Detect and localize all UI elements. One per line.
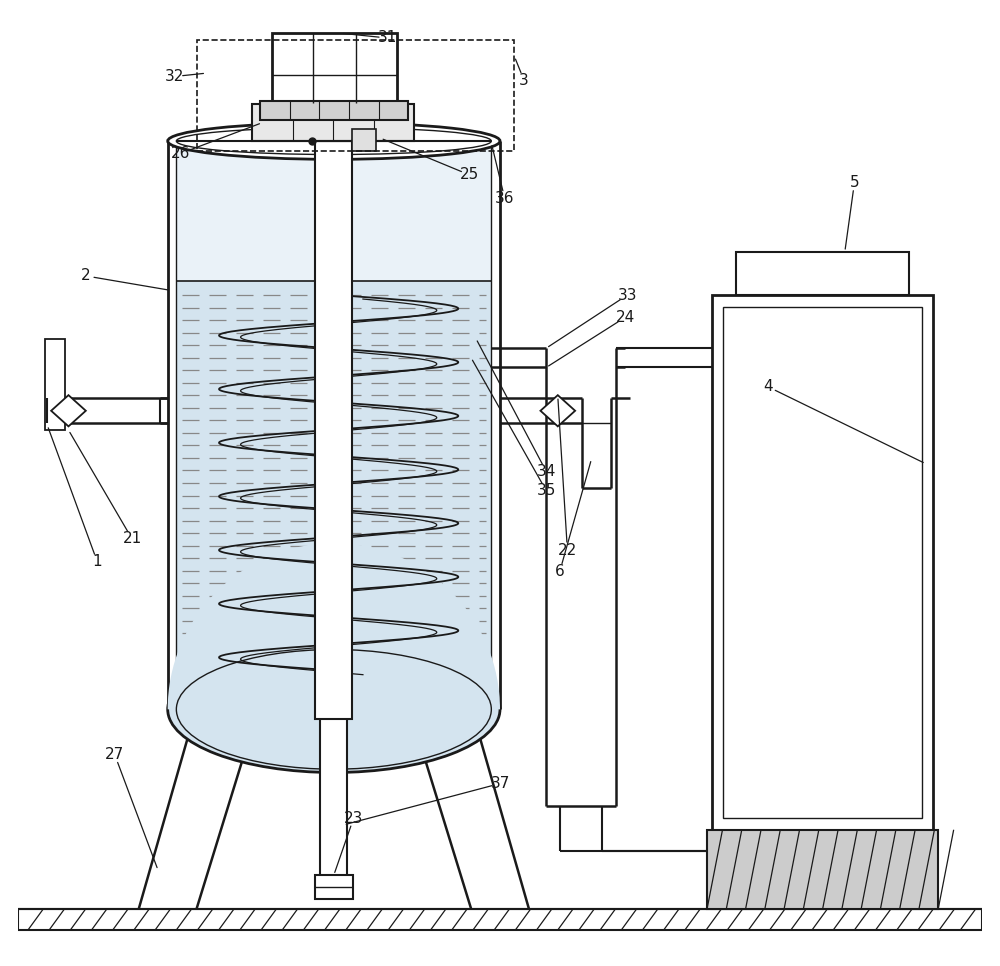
Bar: [707, 830, 938, 909]
Text: 37: 37: [490, 776, 510, 791]
Bar: [176, 281, 491, 680]
Text: 3: 3: [519, 72, 529, 88]
Bar: [197, 40, 514, 151]
Wedge shape: [168, 543, 500, 709]
Text: 26: 26: [171, 146, 190, 161]
Bar: [252, 104, 414, 141]
Bar: [310, 90, 356, 104]
Bar: [45, 338, 65, 430]
Text: 34: 34: [537, 464, 556, 479]
Bar: [723, 307, 922, 818]
Bar: [18, 909, 982, 930]
Text: 36: 36: [495, 191, 515, 207]
Bar: [176, 141, 491, 709]
Bar: [320, 714, 347, 890]
Polygon shape: [51, 395, 86, 426]
Bar: [272, 33, 397, 102]
Text: 1: 1: [93, 554, 102, 570]
Text: 6: 6: [555, 564, 565, 579]
Text: 5: 5: [850, 175, 859, 190]
Text: 22: 22: [558, 543, 577, 558]
Ellipse shape: [168, 123, 500, 159]
Bar: [712, 296, 933, 830]
Text: 24: 24: [616, 310, 635, 325]
Text: 23: 23: [344, 810, 363, 826]
Text: 35: 35: [537, 483, 556, 498]
Text: 32: 32: [165, 69, 184, 84]
Text: 2: 2: [81, 269, 91, 283]
Text: 31: 31: [378, 31, 397, 45]
Text: 27: 27: [105, 747, 124, 762]
Ellipse shape: [168, 646, 500, 773]
Ellipse shape: [176, 128, 491, 155]
Text: 25: 25: [460, 167, 479, 183]
Text: 21: 21: [122, 531, 142, 547]
Bar: [736, 252, 909, 296]
Polygon shape: [540, 395, 575, 426]
Text: 4: 4: [763, 380, 773, 394]
Bar: [315, 141, 352, 719]
Bar: [315, 875, 353, 899]
Text: 33: 33: [617, 288, 637, 302]
Bar: [260, 100, 408, 120]
Bar: [352, 129, 376, 151]
